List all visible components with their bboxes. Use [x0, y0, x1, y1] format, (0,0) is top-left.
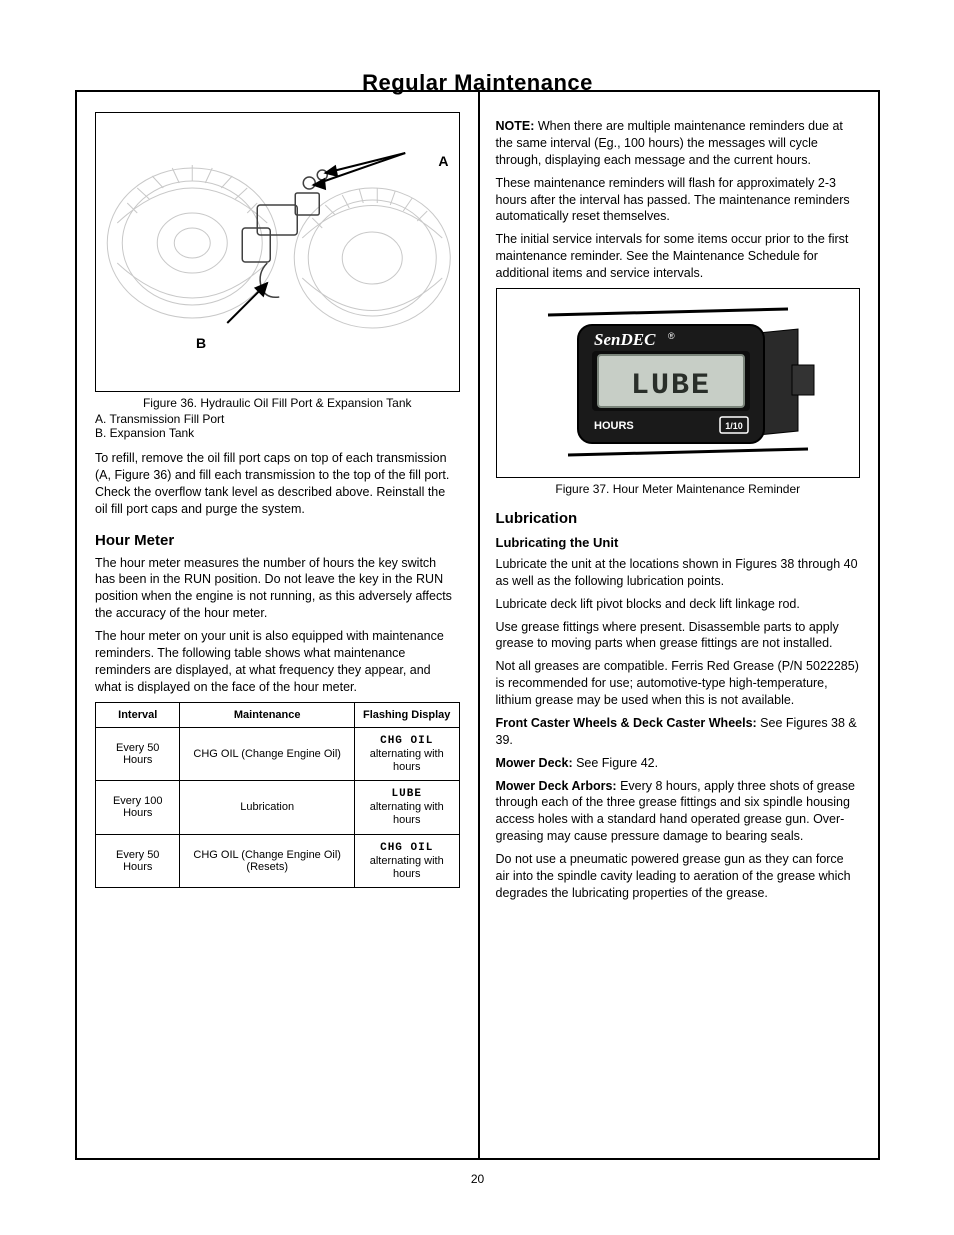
table-header-row: Interval Maintenance Flashing Display — [96, 702, 460, 727]
meter-hours-text: HOURS — [594, 420, 634, 432]
figure-36-legend-a: A. Transmission Fill Port — [95, 412, 460, 426]
hour-meter-heading: Hour Meter — [95, 532, 460, 549]
cell-display-sub: alternating with hours — [370, 801, 444, 826]
lcd-text: CHG OIL — [378, 842, 435, 855]
cell-display: CHG OIL alternating with hours — [354, 727, 459, 781]
lube-para1: Lubricate the unit at the locations show… — [496, 556, 861, 590]
deck-text: See Figure 42. — [573, 756, 658, 770]
meter-tenths-text: 1/10 — [725, 421, 743, 431]
lcd-text: LUBE — [390, 788, 424, 801]
cell-maintenance: CHG OIL (Change Engine Oil) (Resets) — [180, 834, 354, 888]
note-text: When there are multiple maintenance remi… — [496, 119, 843, 167]
col-interval: Interval — [96, 702, 180, 727]
callout-a: A — [438, 153, 448, 169]
cell-display-sub: alternating with hours — [370, 855, 444, 880]
arbors-para: Mower Deck Arbors: Every 8 hours, apply … — [496, 778, 861, 846]
figure-37: SenDEC ® LUBE HOURS 1/10 — [496, 288, 861, 478]
cell-maintenance: Lubrication — [180, 781, 354, 835]
lube-para3: Use grease fittings where present. Disas… — [496, 619, 861, 653]
maintenance-reminder-table: Interval Maintenance Flashing Display Ev… — [95, 702, 460, 889]
casters-title: Front Caster Wheels & Deck Caster Wheels… — [496, 716, 757, 730]
cell-interval: Every 50 Hours — [96, 834, 180, 888]
figure-36-caption: Figure 36. Hydraulic Oil Fill Port & Exp… — [95, 396, 460, 410]
hour-meter-para1: The hour meter measures the number of ho… — [95, 555, 460, 623]
casters-para: Front Caster Wheels & Deck Caster Wheels… — [496, 715, 861, 749]
meter-brand-text: SenDEC — [594, 330, 656, 349]
note-paragraph: NOTE: When there are multiple maintenanc… — [496, 118, 861, 169]
arbors-para2: Do not use a pneumatic powered grease gu… — [496, 851, 861, 902]
hour-meter-device: SenDEC ® LUBE HOURS 1/10 — [528, 303, 828, 463]
deck-title: Mower Deck: — [496, 756, 573, 770]
figure-37-caption: Figure 37. Hour Meter Maintenance Remind… — [496, 482, 861, 496]
callout-b: B — [196, 335, 206, 351]
table-row: Every 50 Hours CHG OIL (Change Engine Oi… — [96, 834, 460, 888]
hour-meter-para2: The hour meter on your unit is also equi… — [95, 628, 460, 696]
table-row: Every 50 Hours CHG OIL (Change Engine Oi… — [96, 727, 460, 781]
cell-display: LUBE alternating with hours — [354, 781, 459, 835]
lubricating-unit-subheading: Lubricating the Unit — [496, 535, 861, 550]
table-row: Every 100 Hours Lubrication LUBE alterna… — [96, 781, 460, 835]
col-maintenance: Maintenance — [180, 702, 354, 727]
cell-interval: Every 100 Hours — [96, 781, 180, 835]
left-column: A B Figure 36. Hydraulic Oil Fill Port &… — [77, 92, 478, 1158]
refill-paragraph: To refill, remove the oil fill port caps… — [95, 450, 460, 518]
lubrication-heading: Lubrication — [496, 510, 861, 527]
lube-para4: Not all greases are compatible. Ferris R… — [496, 658, 861, 709]
cell-display: CHG OIL alternating with hours — [354, 834, 459, 888]
transmission-illustration — [96, 113, 459, 353]
right-column: NOTE: When there are multiple maintenanc… — [478, 92, 879, 1158]
figure-36-legend-b: B. Expansion Tank — [95, 426, 460, 440]
reminder-duration-para: These maintenance reminders will flash f… — [496, 175, 861, 226]
page-frame: Regular Maintenance — [75, 90, 880, 1160]
cell-maintenance: CHG OIL (Change Engine Oil) — [180, 727, 354, 781]
meter-lcd-text: LUBE — [631, 369, 711, 403]
cell-interval: Every 50 Hours — [96, 727, 180, 781]
lcd-text: CHG OIL — [378, 735, 435, 748]
initial-service-para: The initial service intervals for some i… — [496, 231, 861, 282]
col-display: Flashing Display — [354, 702, 459, 727]
deck-para: Mower Deck: See Figure 42. — [496, 755, 861, 772]
note-label: NOTE: — [496, 119, 535, 133]
meter-reg-text: ® — [668, 331, 675, 341]
cell-display-sub: alternating with hours — [370, 748, 444, 773]
page-number: 20 — [77, 1172, 878, 1186]
figure-36: A B — [95, 112, 460, 392]
lube-para2: Lubricate deck lift pivot blocks and dec… — [496, 596, 861, 613]
arbors-title: Mower Deck Arbors: — [496, 779, 617, 793]
